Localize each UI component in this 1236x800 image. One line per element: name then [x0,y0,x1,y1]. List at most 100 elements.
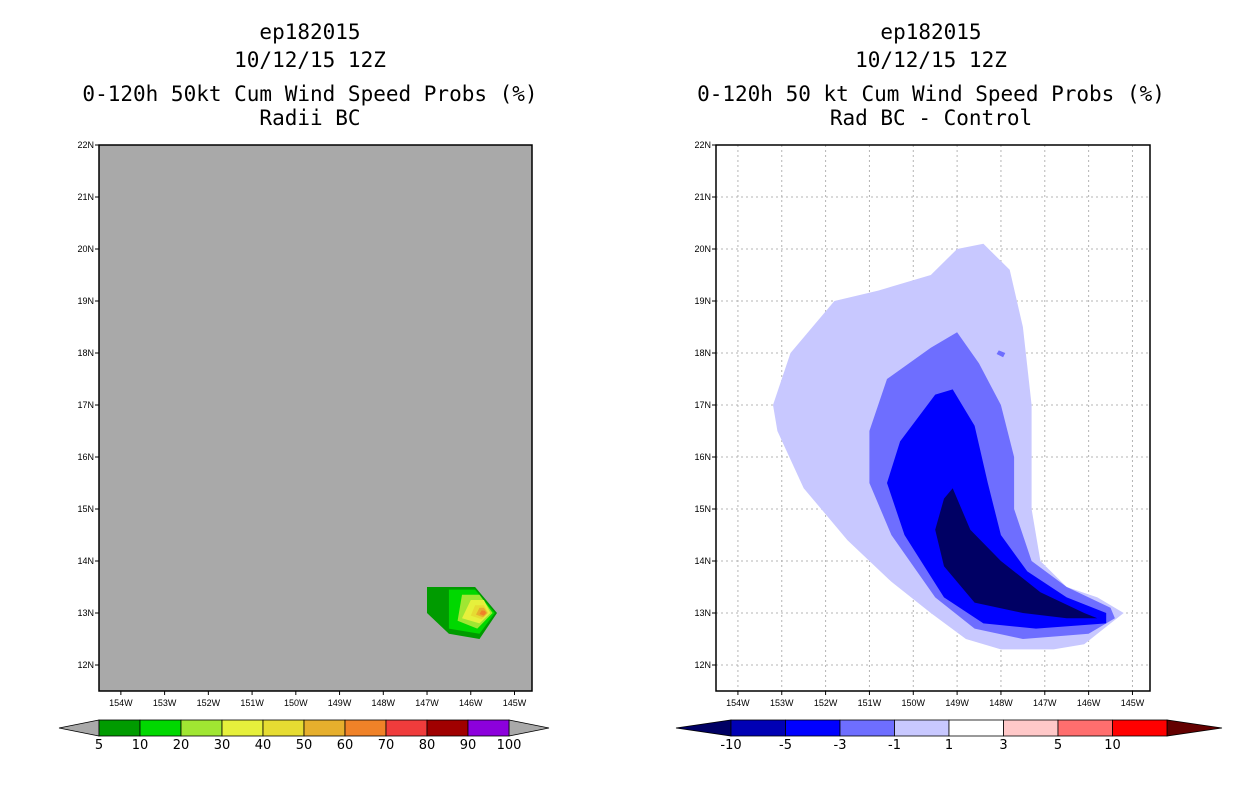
right-x-tick-label: 151W [858,698,882,708]
left-colorbar-label: 80 [419,738,436,753]
left-colorbar: 5 10 20 30 40 50 60 70 80 90 100 [58,719,550,753]
left-x-tick-label: 152W [197,698,221,708]
right-colorbar-swatch [839,719,895,737]
right-contour-4 [996,350,1006,358]
left-title-line-4: Radii BC [259,106,361,130]
right-contour-2 [887,389,1107,629]
left-x-tick-label: 151W [240,698,264,708]
right-x-tick-label: 154W [726,698,750,708]
left-colorbar-label: 100 [497,738,522,753]
left-colorbar-label: 60 [337,738,354,753]
left-colorbar-swatch [262,719,305,737]
left-x-tick-label: 149W [328,698,352,708]
left-colorbar-swatch [385,719,428,737]
right-x-tick-label: 152W [814,698,838,708]
right-x-tick-label: 149W [945,698,969,708]
left-title-line-2: 10/12/15 12Z [234,48,386,72]
left-y-tick-label: 19N [77,296,94,306]
left-x-tick-label: 147W [415,698,439,708]
right-x-tick-label: 153W [770,698,794,708]
right-contour-3 [935,488,1098,619]
left-colorbar-swatch [467,719,510,737]
right-colorbar-label: -5 [779,738,792,753]
left-colorbar-label: 70 [378,738,395,753]
left-colorbar-label: 90 [460,738,477,753]
left-colorbar-swatch [344,719,387,737]
left-title-line-3: 0-120h 50kt Cum Wind Speed Probs (%) [82,82,538,106]
right-x-tick-label: 150W [902,698,926,708]
left-title-block: ep182015 10/12/15 12Z 0-120h 50kt Cum Wi… [60,18,560,132]
right-plot-frame [715,144,1151,692]
left-contour-6 [479,610,487,616]
right-colorbar-swatch [948,719,1004,737]
left-x-tick-label: 145W [503,698,527,708]
right-y-tick-label: 13N [694,608,711,618]
right-y-tick-label: 17N [694,400,711,410]
right-title-line-4: Rad BC - Control [829,106,1033,130]
right-y-tick-label: 19N [694,296,711,306]
left-x-tick-label: 150W [284,698,308,708]
right-colorbar-label: -3 [834,738,847,753]
left-x-tick-label: 148W [372,698,396,708]
right-colorbar: -10 -5 -3 -1 1 3 5 10 [675,719,1223,753]
left-colorbar-swatch [139,719,182,737]
left-y-tick-label: 13N [77,608,94,618]
right-y-tick-label: 14N [694,556,711,566]
right-colorbar-swatch [1003,719,1059,737]
left-colorbar-label: 5 [95,738,103,753]
left-colorbar-label: 50 [296,738,313,753]
right-x-tick-label: 145W [1121,698,1145,708]
right-title-line-2: 10/12/15 12Z [855,48,1007,72]
right-colorbar-label: 5 [1054,738,1062,753]
right-x-tick-label: 148W [989,698,1013,708]
right-x-tick-label: 146W [1077,698,1101,708]
right-colorbar-swatch [785,719,841,737]
right-y-tick-label: 16N [694,452,711,462]
right-title-line-1: ep182015 [880,20,982,44]
left-y-tick-label: 20N [77,244,94,254]
right-title-block: ep182015 10/12/15 12Z 0-120h 50 kt Cum W… [676,18,1186,132]
left-colorbar-label: 20 [173,738,190,753]
left-chart: 154W 153W 152W 151W 150W 149W 148W 147W 146W 145W… [58,140,550,753]
left-colorbar-label: 40 [255,738,272,753]
left-x-tick-label: 154W [109,698,133,708]
right-colorbar-above-triangle [1166,719,1223,737]
left-y-tick-label: 16N [77,452,94,462]
right-y-tick-label: 18N [694,348,711,358]
right-colorbar-swatch [1112,719,1168,737]
left-y-tick-label: 12N [77,660,94,670]
right-x-tick-label: 147W [1033,698,1057,708]
left-y-tick-label: 21N [77,192,94,202]
right-colorbar-label: 10 [1104,738,1121,753]
left-colorbar-label: 30 [214,738,231,753]
right-colorbar-swatch [730,719,786,737]
left-y-tick-label: 14N [77,556,94,566]
left-y-tick-label: 15N [77,504,94,514]
right-colorbar-swatch [894,719,950,737]
right-colorbar-below-triangle [675,719,732,737]
right-colorbar-label: -10 [720,738,741,753]
left-colorbar-label: 10 [132,738,149,753]
left-plot-frame [98,144,533,692]
right-colorbar-swatch [1057,719,1113,737]
left-colorbar-swatch [221,719,264,737]
right-y-tick-label: 22N [694,140,711,150]
right-colorbar-label: 1 [945,738,953,753]
right-y-tick-label: 12N [694,660,711,670]
left-y-tick-label: 17N [77,400,94,410]
left-colorbar-swatch [98,719,141,737]
left-x-tick-label: 153W [153,698,177,708]
left-y-tick-label: 18N [77,348,94,358]
left-contour-layer [427,587,497,639]
left-colorbar-swatch [426,719,469,737]
right-contour-layer [716,145,1150,691]
left-x-tick-label: 146W [459,698,483,708]
left-colorbar-swatch [303,719,346,737]
left-y-tick-label: 22N [77,140,94,150]
right-colorbar-label: -1 [888,738,901,753]
left-colorbar-swatch [180,719,223,737]
right-y-tick-label: 15N [694,504,711,514]
right-colorbar-label: 3 [999,738,1007,753]
right-title-line-3: 0-120h 50 kt Cum Wind Speed Probs (%) [697,82,1165,106]
